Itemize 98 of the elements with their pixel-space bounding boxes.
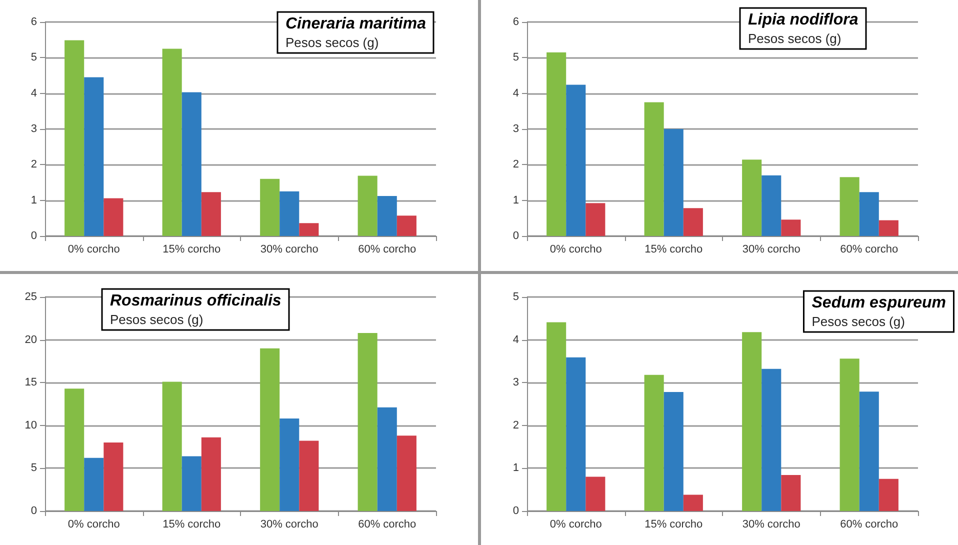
x-tick-label: 30% corcho: [742, 518, 800, 530]
bar: [840, 177, 860, 236]
bar: [644, 374, 664, 511]
bar: [358, 176, 378, 236]
y-tick-label: 3: [512, 123, 519, 135]
y-tick-label: 4: [512, 87, 519, 100]
bar: [859, 192, 879, 236]
y-tick-label: 1: [512, 194, 519, 206]
bar: [201, 437, 221, 511]
y-tick-label: 3: [512, 376, 519, 389]
x-tick-label: 15% corcho: [162, 244, 221, 256]
bar: [396, 436, 416, 511]
text: Pesos secos (g): [812, 314, 905, 329]
y-tick-label: 1: [30, 194, 37, 206]
y-tick-label: 10: [24, 419, 37, 432]
text: Pesos secos (g): [110, 312, 204, 327]
bar: [104, 198, 124, 236]
y-tick-label: 6: [30, 16, 37, 28]
bar: [762, 368, 782, 511]
bar: [781, 220, 801, 236]
bar: [566, 84, 586, 236]
y-tick-label: 5: [30, 52, 37, 64]
y-tick-label: 6: [512, 16, 519, 28]
x-tick-label: 0% corcho: [68, 518, 120, 530]
bar: [64, 40, 84, 236]
bar: [396, 216, 416, 236]
y-tick-label: 3: [30, 123, 37, 135]
bar: [182, 92, 202, 236]
chart-title: Cineraria maritima: [285, 16, 426, 32]
chart-title: Rosmarinus officinalis: [110, 292, 282, 310]
y-tick-label: 2: [512, 419, 519, 432]
bar: [586, 476, 606, 511]
chart-title: Sedum espureum: [812, 294, 946, 312]
y-tick-label: 25: [24, 291, 37, 303]
bar: [644, 102, 664, 236]
x-tick-label: 15% corcho: [162, 518, 221, 530]
bar: [566, 357, 586, 511]
x-tick-label: 60% corcho: [358, 518, 416, 530]
text: Pesos secos (g): [748, 31, 842, 46]
y-tick-label: 0: [30, 230, 37, 242]
bar: [299, 223, 319, 236]
y-tick-label: 5: [512, 291, 519, 303]
x-tick-label: 60% corcho: [358, 244, 416, 256]
bar: [201, 192, 221, 236]
y-tick-label: 2: [512, 158, 519, 171]
bar: [859, 392, 879, 511]
x-tick-label: 30% corcho: [260, 244, 318, 256]
y-tick-label: 4: [30, 87, 37, 100]
bar: [280, 418, 300, 511]
bar: [781, 475, 801, 511]
bar: [878, 478, 898, 511]
bar: [546, 52, 566, 236]
x-tick-label: 0% corcho: [550, 518, 602, 530]
bar: [299, 440, 319, 511]
x-tick-label: 15% corcho: [644, 518, 703, 530]
y-tick-label: 1: [512, 462, 519, 474]
y-tick-label: 0: [512, 505, 519, 517]
bar: [377, 407, 397, 511]
bar: [742, 332, 762, 511]
y-tick-label: 2: [30, 158, 37, 171]
bar: [742, 160, 762, 236]
bar: [104, 442, 124, 511]
y-tick-label: 0: [30, 505, 37, 517]
bar: [586, 203, 606, 236]
bar: [84, 458, 104, 511]
bar: [84, 77, 104, 236]
bar: [878, 220, 898, 236]
bar: [358, 332, 378, 511]
y-tick-label: 5: [512, 52, 519, 64]
x-tick-label: 60% corcho: [840, 244, 898, 256]
x-tick-label: 60% corcho: [840, 518, 898, 530]
bar: [840, 358, 860, 511]
x-tick-label: 0% corcho: [550, 244, 602, 256]
x-tick-label: 0% corcho: [68, 244, 120, 256]
bar: [280, 191, 300, 236]
bar: [546, 322, 566, 511]
bar: [762, 175, 782, 236]
bar: [64, 388, 84, 511]
x-tick-label: 15% corcho: [644, 244, 703, 256]
y-tick-label: 20: [24, 334, 37, 346]
bar: [260, 178, 280, 236]
bar: [664, 129, 684, 236]
bar: [182, 456, 202, 511]
y-tick-label: 5: [30, 462, 37, 474]
bar: [260, 348, 280, 511]
bar: [162, 382, 182, 511]
bar: [377, 196, 397, 236]
chart-title: Lipia nodiflora: [748, 12, 858, 28]
y-tick-label: 15: [24, 376, 37, 389]
bar: [683, 208, 703, 236]
bar: [664, 392, 684, 511]
x-tick-label: 30% corcho: [260, 518, 318, 530]
bar: [162, 48, 182, 236]
bar: [683, 494, 703, 511]
text: Pesos secos (g): [285, 35, 379, 50]
y-tick-label: 0: [512, 230, 519, 242]
x-tick-label: 30% corcho: [742, 244, 800, 256]
y-tick-label: 4: [512, 334, 519, 346]
